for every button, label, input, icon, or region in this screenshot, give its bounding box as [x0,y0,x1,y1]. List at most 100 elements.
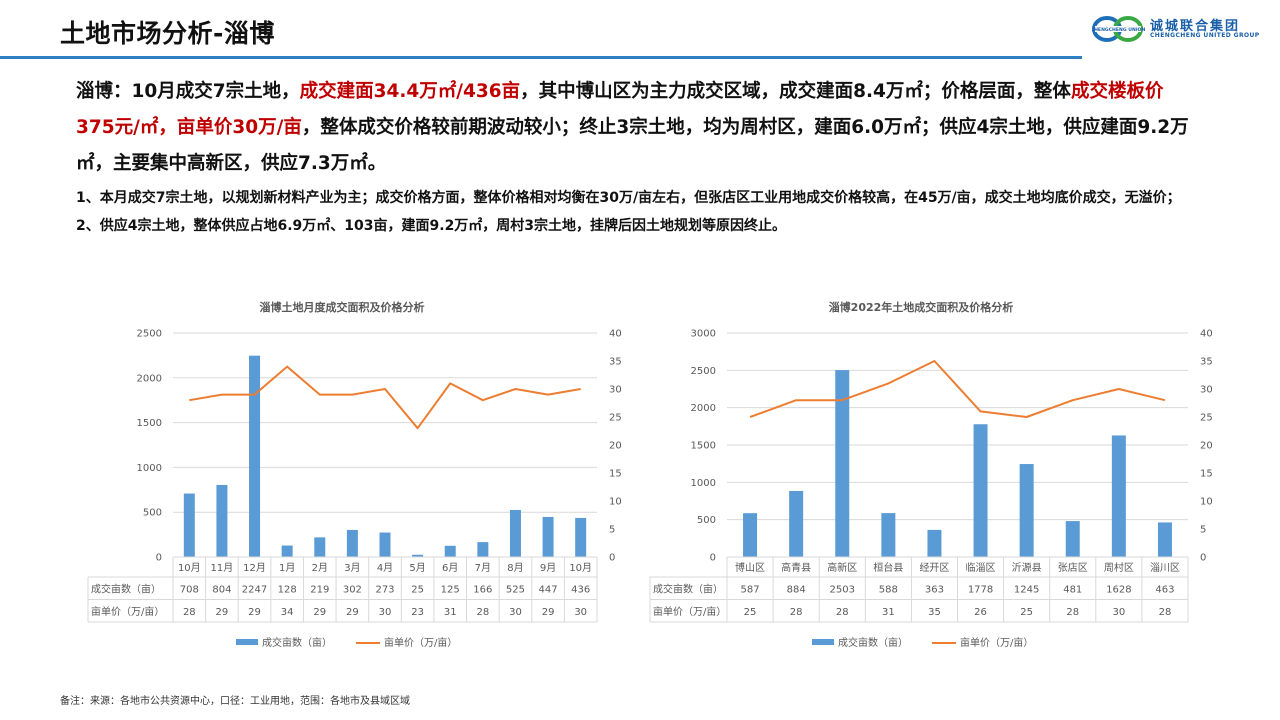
bar [412,554,424,557]
category-label: 临淄区 [966,561,996,574]
category-label: 高青县 [781,561,811,574]
y-left-tick: 1500 [691,441,716,452]
legend-label: 成交亩数（亩） [262,636,332,649]
chart-svg: 淄博2022年土地成交面积及价格分析 0 500 1000 1500 2000 2500 30… [649,300,1213,649]
y-right-tick: 15 [609,469,622,480]
bar [183,493,195,557]
table-cell: 125 [441,584,460,595]
y-left-tick: 2500 [691,366,716,377]
category-label: 高新区 [827,561,857,574]
table-cell: 463 [1155,584,1174,595]
y-left-tick: 0 [710,553,716,564]
detail-points: 1、本月成交7宗土地，以规划新材料产业为主；成交价格方面，整体价格相对均衡在30… [76,184,1196,240]
table-row-label: 亩单价（万/亩） [91,605,164,618]
y-left-tick: 2500 [137,329,162,340]
table-cell: 219 [310,584,329,595]
bar [575,517,587,557]
category-label: 4月 [377,562,393,574]
category-label: 8月 [507,562,523,574]
bar [881,513,896,557]
table-cell: 30 [509,607,522,618]
table-cell: 2247 [242,584,267,595]
table-cell: 29 [313,607,326,618]
y-right-tick: 35 [609,357,622,368]
legend-label: 成交亩数（亩） [838,636,908,649]
category-label: 桓台县 [873,561,903,574]
category-label: 5月 [409,562,425,574]
detail-point-1: 1、本月成交7宗土地，以规划新材料产业为主；成交价格方面，整体价格相对均衡在30… [76,190,1181,206]
legend-bar-swatch [812,639,834,645]
bar [542,516,554,557]
bar [1157,522,1172,557]
table-cell: 25 [411,584,424,595]
y-right-tick: 10 [1200,497,1213,508]
y-right-tick: 0 [609,553,615,564]
bar [789,490,804,557]
y-right-tick: 25 [609,413,622,424]
chart-title: 淄博土地月度成交面积及价格分析 [260,300,425,314]
table-cell: 128 [278,584,297,595]
category-label: 沂源县 [1012,561,1042,574]
table-cell: 30 [379,607,392,618]
category-label: 3月 [344,562,360,574]
footnote: 备注：来源：各地市公共资源中心，口径：工业用地，范围：各地市及县域区域 [60,696,410,707]
y-right-tick: 15 [1200,469,1213,480]
table-row-label: 成交亩数（亩） [91,582,161,595]
table-cell: 1778 [968,584,993,595]
y-right-tick: 20 [609,441,622,452]
table-cell: 587 [741,584,760,595]
bar [216,484,228,557]
category-label: 9月 [540,562,556,574]
table-cell: 363 [925,584,944,595]
summary-text: ，其中博山区为主力成交区域，成交建面8.4万㎡；价格层面，整体 [520,81,1071,102]
table-cell: 25 [744,607,757,618]
table-cell: 26 [974,607,987,618]
table-row-label: 亩单价（万/亩） [653,605,726,618]
bar [509,509,521,557]
bar [444,545,456,557]
y-left-tick: 2000 [137,373,162,384]
category-label: 10月 [178,562,201,574]
table-cell: 28 [836,607,849,618]
bar [477,542,489,557]
table-cell: 525 [506,584,525,595]
y-right-tick: 30 [609,385,622,396]
table-cell: 302 [343,584,362,595]
bar [346,529,358,557]
table-cell: 28 [183,607,196,618]
table-cell: 31 [444,607,457,618]
table-cell: 28 [790,607,803,618]
bar [973,424,988,557]
table-cell: 884 [787,584,806,595]
monthly-chart: 淄博土地月度成交面积及价格分析 0 500 1000 1500 2000 2500 0 5 10 1… [0,0,640,680]
y-right-tick: 30 [1200,385,1213,396]
chart-title: 淄博2022年土地成交面积及价格分析 [829,300,1014,314]
category-label: 张店区 [1058,561,1088,574]
y-right-tick: 20 [1200,441,1213,452]
bar [1111,435,1126,557]
bar [314,537,326,557]
legend-bar-swatch [236,639,258,645]
title-divider [0,56,1082,59]
bar [1065,521,1080,557]
y-right-tick: 40 [609,329,622,340]
y-left-tick: 1500 [137,418,162,429]
category-label: 6月 [442,562,458,574]
legend-label: 亩单价（万/亩） [384,636,457,649]
table-cell: 166 [473,584,492,595]
category-label: 10月 [569,562,592,574]
bar [1019,464,1034,557]
table-row-label: 成交亩数（亩） [653,582,723,595]
price-line [749,360,1166,418]
bar [249,355,261,557]
bar [379,532,391,557]
y-left-tick: 1000 [691,478,716,489]
table-cell: 31 [882,607,895,618]
table-cell: 1245 [1014,584,1039,595]
y-left-tick: 500 [697,515,716,526]
table-cell: 273 [375,584,394,595]
y-left-tick: 500 [143,508,162,519]
table-cell: 804 [212,584,231,595]
district-chart: 淄博2022年土地成交面积及价格分析 0 500 1000 1500 2000 2500 30… [649,300,1213,649]
category-label: 周村区 [1104,561,1134,574]
